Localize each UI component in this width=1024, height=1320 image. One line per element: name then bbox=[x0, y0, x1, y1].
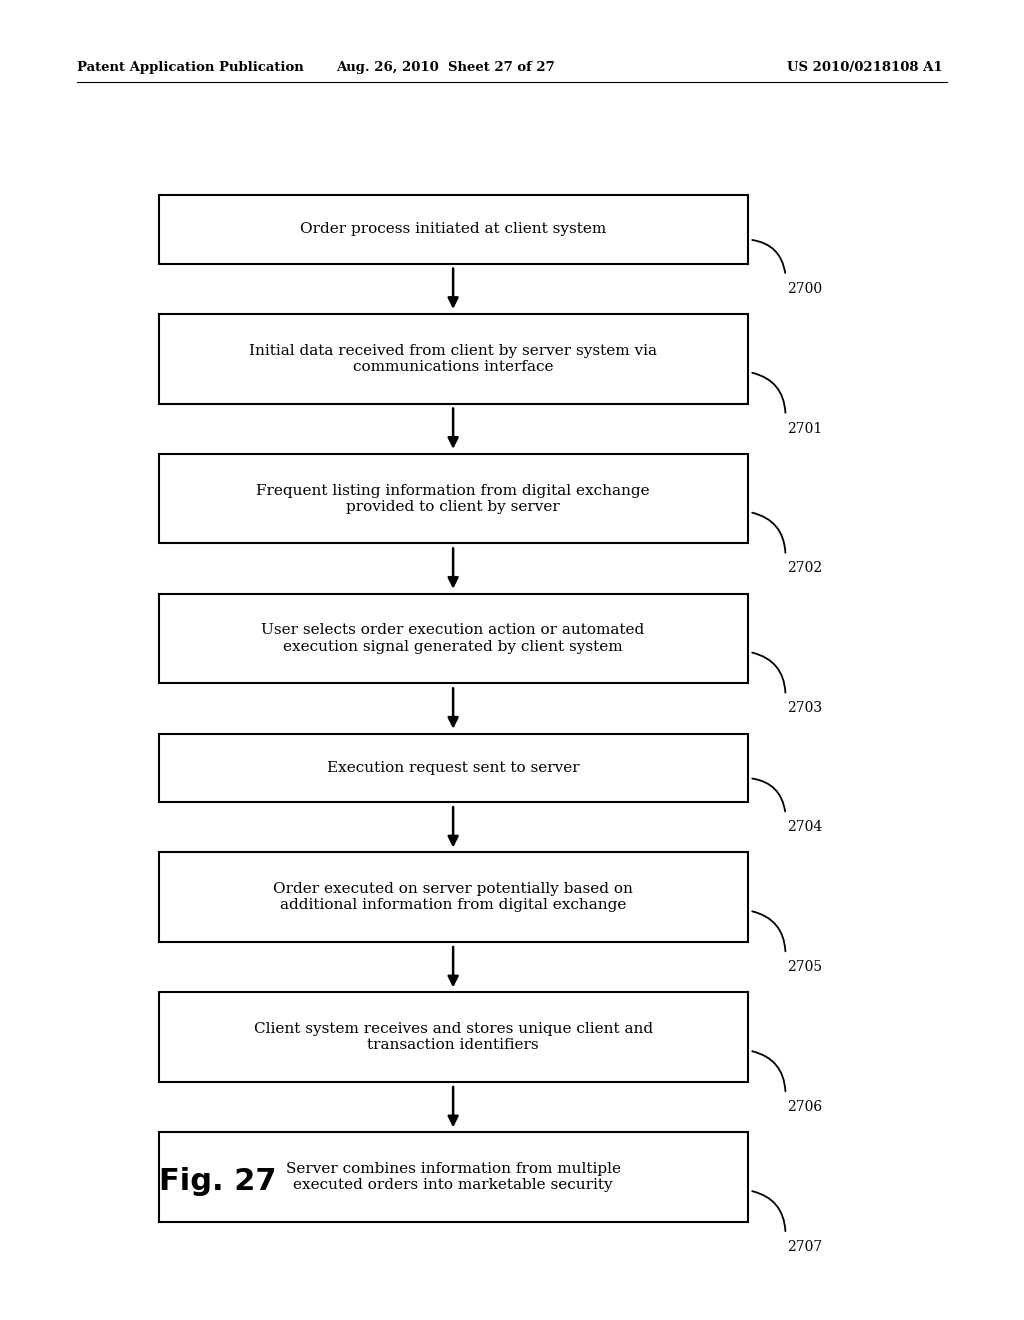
FancyBboxPatch shape bbox=[159, 454, 748, 544]
Text: 2706: 2706 bbox=[787, 1100, 822, 1114]
Text: Order process initiated at client system: Order process initiated at client system bbox=[300, 222, 606, 236]
Text: 2705: 2705 bbox=[787, 960, 822, 974]
Text: US 2010/0218108 A1: US 2010/0218108 A1 bbox=[787, 62, 943, 74]
FancyBboxPatch shape bbox=[159, 314, 748, 404]
Text: 2703: 2703 bbox=[787, 701, 822, 715]
Text: User selects order execution action or automated
execution signal generated by c: User selects order execution action or a… bbox=[261, 623, 645, 653]
Text: Fig. 27: Fig. 27 bbox=[159, 1167, 276, 1196]
Text: 2707: 2707 bbox=[787, 1239, 822, 1254]
Text: 2700: 2700 bbox=[787, 281, 822, 296]
FancyBboxPatch shape bbox=[159, 734, 748, 803]
Text: Execution request sent to server: Execution request sent to server bbox=[327, 760, 580, 775]
Text: 2702: 2702 bbox=[787, 561, 822, 576]
FancyBboxPatch shape bbox=[159, 594, 748, 684]
Text: 2704: 2704 bbox=[787, 820, 822, 834]
Text: Frequent listing information from digital exchange
provided to client by server: Frequent listing information from digita… bbox=[256, 483, 650, 513]
Text: 2701: 2701 bbox=[787, 421, 822, 436]
FancyBboxPatch shape bbox=[159, 853, 748, 942]
Text: Initial data received from client by server system via
communications interface: Initial data received from client by ser… bbox=[249, 343, 657, 374]
Text: Order executed on server potentially based on
additional information from digita: Order executed on server potentially bas… bbox=[273, 882, 633, 912]
Text: Aug. 26, 2010  Sheet 27 of 27: Aug. 26, 2010 Sheet 27 of 27 bbox=[336, 62, 555, 74]
FancyBboxPatch shape bbox=[159, 195, 748, 264]
Text: Patent Application Publication: Patent Application Publication bbox=[77, 62, 303, 74]
FancyBboxPatch shape bbox=[159, 1133, 748, 1222]
Text: Client system receives and stores unique client and
transaction identifiers: Client system receives and stores unique… bbox=[254, 1022, 652, 1052]
FancyBboxPatch shape bbox=[159, 993, 748, 1082]
Text: Server combines information from multiple
executed orders into marketable securi: Server combines information from multipl… bbox=[286, 1162, 621, 1192]
